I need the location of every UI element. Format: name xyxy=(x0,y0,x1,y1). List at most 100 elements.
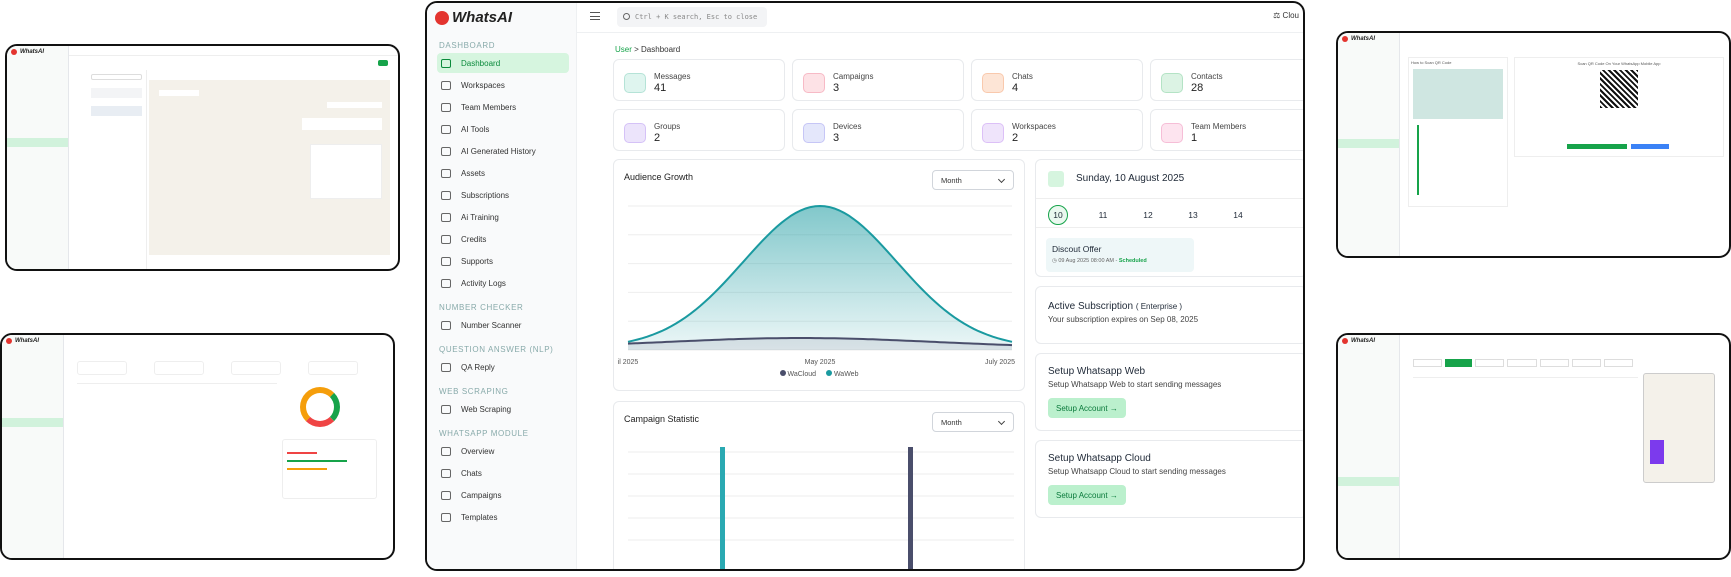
topbar: Ctrl + K search, Esc to close ⚖ Clou xyxy=(577,3,1303,33)
setup-web-title: Setup Whatsapp Web xyxy=(1048,366,1146,377)
stat-card-campaigns[interactable]: Campaigns 3 xyxy=(792,59,964,101)
breadcrumb-sep: > xyxy=(634,45,639,54)
sidebar-item-qa-reply[interactable]: QA Reply xyxy=(437,357,569,377)
audience-period-select[interactable]: Month xyxy=(932,170,1014,190)
qr-code-icon xyxy=(1600,70,1638,108)
audience-growth-card: Audience Growth Month il 2025 May 2025 Jul… xyxy=(613,159,1025,391)
sidebar-item-label: AI Generated History xyxy=(461,146,536,156)
wacloud-area xyxy=(628,338,1012,350)
legend-wacloud: WaCloud xyxy=(779,370,816,378)
legend-waweb: WaWeb xyxy=(826,370,858,378)
search-input[interactable]: Ctrl + K search, Esc to close xyxy=(617,7,767,27)
nav-icon xyxy=(441,320,451,330)
event-status: Scheduled xyxy=(1118,258,1147,264)
stat-icon xyxy=(803,123,825,143)
stat-value: 41 xyxy=(654,82,667,94)
setup-web-card: Setup Whatsapp Web Setup Whatsapp Web to… xyxy=(1035,353,1303,431)
sidebar-item-activity-logs[interactable]: Activity Logs xyxy=(437,273,569,293)
stat-label: Groups xyxy=(654,122,681,131)
sidebar-item-label: Assets xyxy=(461,168,486,178)
nav-icon xyxy=(441,446,451,456)
calendar-day[interactable]: 13 xyxy=(1188,210,1198,220)
sidebar-item-workspaces[interactable]: Workspaces xyxy=(437,75,569,95)
nav-icon xyxy=(441,124,451,134)
nav-icon xyxy=(441,468,451,478)
event-item[interactable]: Discout Offer ◷ 09 Aug 2025 08:00 AM - S… xyxy=(1046,238,1194,272)
nav-icon xyxy=(441,256,451,266)
sidebar-item-team-members[interactable]: Team Members xyxy=(437,97,569,117)
sidebar-item-assets[interactable]: Assets xyxy=(437,163,569,183)
sidebar-item-label: Workspaces xyxy=(461,80,505,90)
nav-icon xyxy=(441,190,451,200)
audience-legend: WaCloud WaWeb xyxy=(614,370,1024,378)
calendar-day[interactable]: 10 xyxy=(1048,205,1068,225)
sidebar-item-ai-generated-history[interactable]: AI Generated History xyxy=(437,141,569,161)
sidebar-item-dashboard[interactable]: Dashboard xyxy=(437,53,569,73)
stat-card-workspaces[interactable]: Workspaces 2 xyxy=(971,109,1143,151)
calendar-day[interactable]: 14 xyxy=(1233,210,1243,220)
stat-card-messages[interactable]: Messages 41 xyxy=(613,59,785,101)
menu-icon[interactable] xyxy=(590,12,600,20)
mini-chat-list xyxy=(87,70,147,269)
sidebar-item-number-scanner[interactable]: Number Scanner xyxy=(437,315,569,335)
campaign-bar-2 xyxy=(908,447,913,569)
sidebar-item-supports[interactable]: Supports xyxy=(437,251,569,271)
nav-icon xyxy=(441,212,451,222)
campaign-statistic-title: Campaign Statistic xyxy=(624,414,700,424)
sidebar-item-label: Credits xyxy=(461,234,487,244)
setup-cloud-title: Setup Whatsapp Cloud xyxy=(1048,453,1151,464)
stat-card-devices[interactable]: Devices 3 xyxy=(792,109,964,151)
calendar-day[interactable]: 12 xyxy=(1143,210,1153,220)
sidebar-item-ai-tools[interactable]: AI Tools xyxy=(437,119,569,139)
workspace-switcher[interactable]: ⚖ Clou xyxy=(1273,11,1299,20)
search-icon xyxy=(623,13,630,20)
stat-label: Chats xyxy=(1012,72,1033,81)
subscription-card: Active Subscription ( Enterprise ) Your … xyxy=(1035,286,1303,344)
stat-label: Campaigns xyxy=(833,72,874,81)
stat-card-chats[interactable]: Chats 4 xyxy=(971,59,1143,101)
sidebar-item-overview[interactable]: Overview xyxy=(437,441,569,461)
sidebar-item-templates[interactable]: Templates xyxy=(437,507,569,527)
sidebar-item-label: Chats xyxy=(461,468,482,478)
sidebar-item-ai-training[interactable]: Ai Training xyxy=(437,207,569,227)
setup-web-button[interactable]: Setup Account → xyxy=(1048,398,1126,418)
sidebar: WhatsAI DASHBOARD Dashboard Workspaces Team… xyxy=(427,3,577,569)
qr-scan-title: Scan QR Code On Your WhatsApp Mobile App xyxy=(1577,61,1661,66)
legend-waweb-label: WaWeb xyxy=(833,371,859,378)
stat-value: 2 xyxy=(1012,132,1019,144)
stat-icon xyxy=(803,73,825,93)
event-datetime: 09 Aug 2025 08:00 AM - xyxy=(1058,258,1118,264)
sidebar-item-credits[interactable]: Credits xyxy=(437,229,569,249)
sidebar-item-label: AI Tools xyxy=(461,124,490,134)
calendar-date-title: Sunday, 10 August 2025 xyxy=(1076,173,1185,184)
sidebar-item-web-scraping[interactable]: Web Scraping xyxy=(437,399,569,419)
stat-card-contacts[interactable]: Contacts 28 xyxy=(1150,59,1303,101)
brand-3: WhatsAI xyxy=(1351,36,1375,42)
sidebar-item-chats[interactable]: Chats xyxy=(437,463,569,483)
waweb-line xyxy=(627,204,1013,343)
stat-card-team-members[interactable]: Team Members 1 xyxy=(1150,109,1303,151)
stat-value: 3 xyxy=(833,132,840,144)
mini-sidebar-4: WhatsAI xyxy=(1338,335,1400,558)
stat-card-groups[interactable]: Groups 2 xyxy=(613,109,785,151)
brand-4: WhatsAI xyxy=(1351,338,1375,344)
sidebar-item-campaigns[interactable]: Campaigns xyxy=(437,485,569,505)
thumb-number-list: WhatsAI xyxy=(0,333,395,560)
breadcrumb: User > Dashboard xyxy=(615,45,680,54)
stat-icon xyxy=(624,123,646,143)
breadcrumb-current: Dashboard xyxy=(641,45,681,54)
wacloud-line xyxy=(627,337,1013,347)
thumb-qr-scan: WhatsAI How to Scan QR Code Scan QR Code… xyxy=(1336,31,1731,258)
breadcrumb-root[interactable]: User xyxy=(615,45,632,54)
setup-cloud-button[interactable]: Setup Account → xyxy=(1048,485,1126,505)
campaign-statistic-card: Campaign Statistic Month xyxy=(613,401,1025,569)
stat-value: 4 xyxy=(1012,82,1019,94)
nav-icon xyxy=(441,512,451,522)
sidebar-item-subscriptions[interactable]: Subscriptions xyxy=(437,185,569,205)
x-tick-label: il 2025 xyxy=(618,359,639,366)
stat-value: 3 xyxy=(833,82,840,94)
campaign-period-select[interactable]: Month xyxy=(932,412,1014,432)
audience-period-value: Month xyxy=(941,175,962,185)
calendar-day[interactable]: 11 xyxy=(1098,210,1108,220)
mini-sidebar: WhatsAI xyxy=(7,46,69,269)
